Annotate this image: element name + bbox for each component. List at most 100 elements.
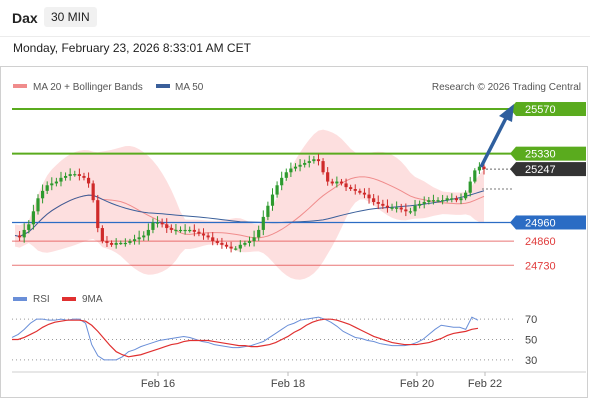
candle-body [142, 235, 146, 238]
candle-body [165, 224, 169, 229]
candle-body [459, 198, 463, 201]
candle-body [151, 222, 155, 230]
pivot-label-box [516, 215, 586, 230]
candle-body [284, 172, 288, 178]
candle-body [229, 246, 233, 249]
x-tick-label: Feb 20 [400, 378, 434, 390]
candle-body [77, 174, 81, 176]
rsi-ma-line [12, 318, 479, 358]
candle-body [96, 200, 100, 229]
candle-body [63, 175, 68, 178]
candle-body [344, 183, 348, 188]
candle-body [408, 211, 413, 213]
candle-body [206, 235, 210, 238]
rsi-ma-legend-label: 9MA [82, 294, 103, 305]
ma50-legend-label: MA 50 [175, 82, 204, 93]
credit-text: Research © 2026 Trading Central [432, 82, 581, 93]
candle-body [215, 241, 219, 243]
candle-body [40, 190, 45, 199]
candle-body [36, 198, 40, 212]
candle-body [247, 241, 252, 243]
candle-body [27, 224, 31, 230]
candle-body [316, 159, 321, 162]
chart-header: Dax 30 MIN [0, 0, 590, 37]
candle-body [404, 209, 408, 212]
candle-body [335, 181, 339, 184]
candle-body [326, 172, 330, 182]
rsi-level-label-70: 70 [525, 314, 537, 326]
candle-body [238, 244, 242, 249]
candle-body [109, 242, 114, 245]
rsi-legend-swatch [13, 297, 27, 301]
candle-body [275, 185, 279, 195]
candle-body [303, 162, 307, 165]
candle-body [464, 192, 468, 199]
pivot-label-pointer [510, 215, 516, 230]
candle-body [307, 161, 311, 163]
candle-body [132, 239, 137, 242]
pivot-label: 24960 [525, 217, 556, 229]
candle-body [22, 229, 26, 238]
candle-body [270, 194, 275, 206]
current-price-label: 25247 [525, 164, 556, 176]
candle-body [50, 183, 54, 186]
candle-body [298, 164, 302, 167]
bollinger-band-area [15, 129, 484, 280]
rsi-level-label-50: 50 [525, 335, 537, 347]
candle-body [68, 174, 72, 176]
candle-body [395, 207, 399, 209]
candle-body [418, 203, 422, 206]
candle-body [86, 177, 91, 184]
candle-body [224, 244, 229, 247]
candle-body [468, 181, 472, 193]
resistance-label-25330: 25330 [525, 149, 556, 161]
x-tick-label: Feb 16 [141, 378, 175, 390]
rsi-legend-label: RSI [33, 294, 50, 305]
timeframe-button[interactable]: 30 MIN [44, 7, 97, 27]
candle-body [31, 211, 35, 225]
candle-body [155, 222, 160, 224]
candle-body [399, 207, 403, 210]
candle-body [257, 229, 261, 238]
candle-body [367, 194, 371, 199]
candle-body [431, 200, 436, 202]
rsi-ma-legend-swatch [62, 297, 76, 301]
chart-datetime: Monday, February 23, 2026 8:33:01 AM CET [13, 41, 251, 55]
candle-body [178, 229, 183, 232]
candle-body [114, 242, 118, 245]
candle-body [349, 187, 353, 189]
resistance-label-pointer-25330 [510, 146, 516, 161]
candle-body [293, 166, 298, 169]
forecast-arrow-head [499, 104, 514, 122]
candle-body [454, 198, 459, 201]
candle-body [73, 174, 77, 176]
candle-body [390, 207, 394, 209]
candle-body [220, 242, 224, 245]
candle-body [450, 198, 454, 200]
bb-legend-label: MA 20 + Bollinger Bands [33, 82, 143, 93]
x-tick-label: Feb 18 [271, 378, 305, 390]
candle-body [381, 203, 385, 206]
candle-body [353, 189, 357, 191]
candle-body [192, 229, 196, 232]
current-price-box [516, 162, 586, 177]
candle-body [445, 198, 449, 201]
candle-body [128, 241, 132, 243]
support-label-24860: 24860 [525, 236, 556, 248]
candle-body [321, 161, 325, 173]
symbol-title: Dax [12, 10, 38, 26]
chart-frame [0, 66, 588, 398]
resistance-label-box-25330 [516, 146, 586, 161]
candle-body [436, 200, 440, 202]
candle-body [477, 166, 482, 171]
candle-body [413, 205, 417, 212]
rsi-line [11, 316, 479, 361]
candle-body [385, 205, 390, 208]
candle-body [169, 228, 173, 230]
candle-body [105, 241, 109, 243]
candle-body [54, 181, 58, 184]
candle-body [289, 168, 293, 173]
candle-body [211, 237, 215, 242]
candle-body [441, 200, 445, 202]
